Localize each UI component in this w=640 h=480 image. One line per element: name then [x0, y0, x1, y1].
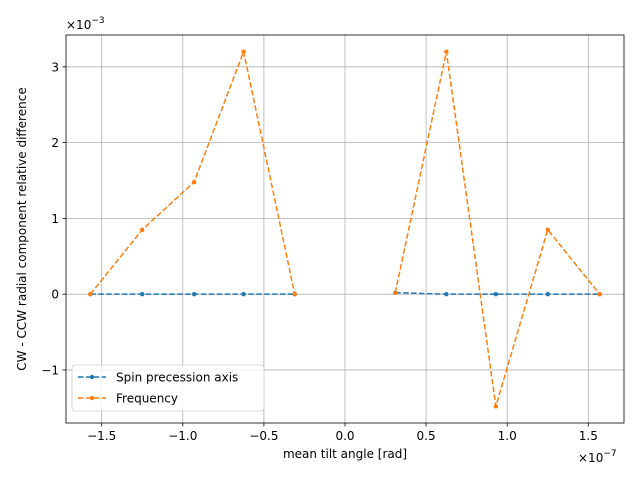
series-layer [88, 49, 602, 409]
y-tick-label: 2 [51, 136, 59, 150]
data-point-frequency [597, 291, 602, 297]
x-scale-label: ×10−7 [578, 449, 617, 465]
y-tick-label: 0 [51, 288, 59, 302]
y-scale-base: ×10 [66, 18, 91, 32]
data-point-frequency [493, 404, 499, 409]
legend: Spin precession axis Frequency [71, 364, 265, 412]
data-point-spin-precession-axis [140, 291, 145, 297]
y-tick-label: −1 [41, 363, 59, 377]
x-tick-label: −1.5 [87, 429, 116, 443]
series-frequency [88, 49, 602, 409]
ticks: −1.5 −1.0 −0.5 0.0 0.5 1.0 1.5 −1 0 1 2 3 [41, 60, 598, 443]
y-scale-label: ×10−3 [66, 16, 105, 32]
series-line-spin-precession-axis [395, 291, 600, 295]
x-axis-label: mean tilt angle [rad] [283, 447, 407, 461]
x-tick-label: −1.0 [168, 429, 197, 443]
x-tick-label: 1.5 [579, 429, 598, 443]
data-point-frequency [444, 49, 449, 54]
x-tick-label: 1.0 [498, 429, 517, 443]
data-point-frequency [191, 179, 197, 185]
x-scale-exponent: −7 [603, 449, 616, 459]
data-point-spin-precession-axis [241, 291, 246, 297]
legend-box [71, 364, 265, 412]
data-point-spin-precession-axis [444, 291, 449, 297]
y-axis-label: CW - CCW radial component relative diffe… [15, 87, 29, 370]
legend-marker-spin-precession-axis [89, 374, 95, 380]
data-point-frequency [292, 291, 297, 297]
data-point-frequency [545, 227, 550, 232]
data-point-spin-precession-axis [493, 291, 499, 297]
y-scale-exponent: −3 [91, 16, 104, 26]
legend-label-frequency: Frequency [116, 392, 178, 406]
data-point-frequency [88, 291, 93, 297]
grid [66, 35, 624, 423]
data-point-spin-precession-axis [545, 291, 550, 297]
y-tick-label: 3 [51, 60, 59, 74]
data-point-frequency [393, 290, 398, 295]
x-tick-label: 0.0 [335, 429, 354, 443]
legend-label-spin-precession-axis: Spin precession axis [116, 371, 238, 385]
x-scale-base: ×10 [578, 451, 603, 465]
y-tick-label: 1 [51, 212, 59, 226]
data-point-frequency [241, 49, 246, 54]
data-point-spin-precession-axis [191, 291, 197, 297]
legend-marker-frequency [89, 395, 95, 401]
x-tick-label: −0.5 [249, 429, 278, 443]
x-tick-label: 0.5 [417, 429, 436, 443]
data-point-frequency [140, 227, 145, 232]
